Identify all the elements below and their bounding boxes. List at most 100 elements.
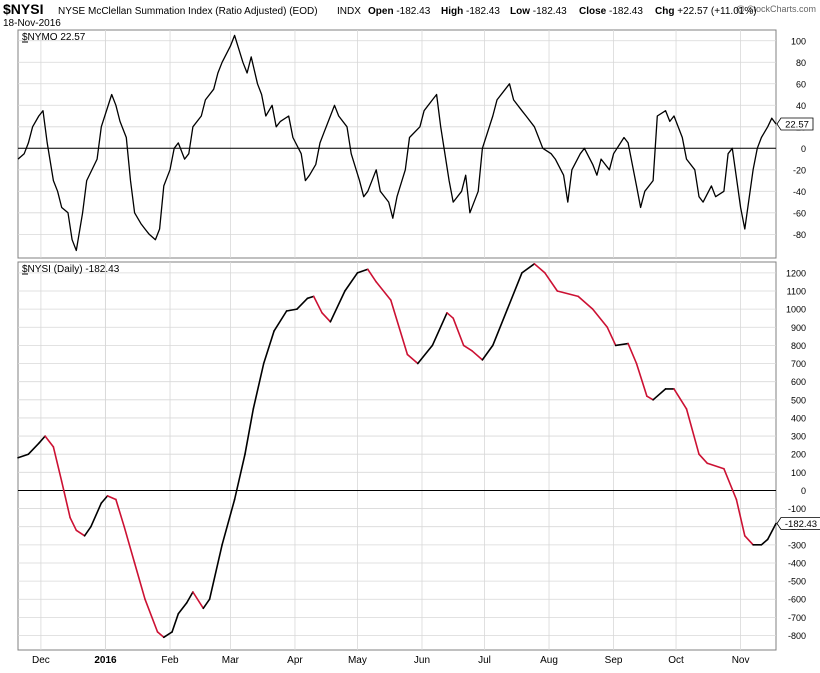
nysi-series-segment (187, 592, 193, 603)
symbol-title: $NYSI (3, 1, 43, 17)
nysi-series-segment (91, 503, 101, 527)
y-tick-label: 60 (796, 79, 806, 89)
y-tick-label: 300 (791, 432, 806, 442)
nysi-series-segment (39, 436, 45, 443)
nysi-series-segment (432, 313, 447, 346)
nysi-series-segment (647, 396, 653, 400)
y-tick-label: 1200 (786, 268, 806, 278)
nysi-series-segment (593, 309, 608, 327)
exchange-label: INDX (337, 6, 361, 17)
nysi-series-segment (522, 264, 535, 273)
nysi-series-segment (482, 345, 492, 360)
x-tick-label: Nov (732, 655, 750, 666)
nysi-series-segment (768, 524, 776, 540)
nysi-series-segment (724, 469, 737, 500)
nysi-series-segment (418, 345, 433, 363)
y-tick-label: -40 (793, 187, 806, 197)
y-tick-label: -400 (788, 558, 806, 568)
nysi-series-segment (18, 454, 28, 458)
nysi-series-segment (557, 291, 578, 296)
nysi-series-segment (158, 632, 164, 637)
nysi-series-segment (76, 530, 84, 536)
nysi-series-segment (45, 436, 53, 447)
nysi-series-segment (687, 409, 700, 454)
nysi-series-segment (210, 545, 223, 599)
nysi-series-segment (699, 454, 707, 463)
y-tick-label: 40 (796, 101, 806, 111)
nysi-series-segment (108, 496, 116, 500)
y-tick-label: -100 (788, 504, 806, 514)
nysi-series-segment (345, 273, 358, 291)
nysi-series-segment (172, 614, 178, 632)
x-tick-label: 2016 (94, 655, 117, 666)
y-tick-label: 80 (796, 58, 806, 68)
ohlc-readout: Open -182.43 High -182.43 Low -182.43 Close… (368, 6, 757, 17)
y-tick-label: 700 (791, 359, 806, 369)
y-tick-label: -80 (793, 230, 806, 240)
y-tick-label: -20 (793, 165, 806, 175)
nysi-series-segment (245, 409, 253, 454)
x-tick-label: Apr (287, 655, 303, 666)
nysi-series-segment (464, 345, 472, 350)
chart-date: 18-Nov-2016 (3, 18, 61, 29)
ohlc-item: Chg +22.57 (+11.01%) (655, 6, 757, 17)
nysi-series-segment (235, 454, 245, 499)
last-value-label: 22.57 (785, 120, 809, 131)
nysi-series-segment (314, 296, 322, 312)
nymo-legend: $NYMO 22.57 (22, 32, 86, 43)
nysi-series-segment (368, 269, 376, 282)
nysi-series-segment (116, 500, 124, 527)
y-tick-label: 600 (791, 377, 806, 387)
y-tick-label: 0 (801, 486, 806, 496)
nysi-series-segment (253, 364, 263, 409)
x-tick-label: Jun (414, 655, 430, 666)
nysi-series-segment (745, 536, 753, 545)
nysi-series-segment (447, 313, 453, 318)
nysi-legend: $NYSI (Daily) -182.43 (22, 264, 120, 275)
nysi-series-segment (637, 364, 647, 397)
nysi-series-segment (628, 344, 636, 364)
y-tick-label: 900 (791, 323, 806, 333)
nysi-series-segment (62, 481, 70, 517)
nysi-series-segment (274, 311, 287, 331)
y-tick-label: -600 (788, 595, 806, 605)
ohlc-item: Close -182.43 (579, 6, 643, 17)
y-tick-label: -60 (793, 208, 806, 218)
nysi-series-segment (607, 327, 615, 345)
nysi-series-segment (578, 296, 593, 309)
y-tick-label: 100 (791, 36, 806, 46)
nysi-series-segment (178, 603, 186, 614)
nysi-series-segment (330, 291, 345, 322)
y-tick-label: -800 (788, 631, 806, 641)
nysi-series-segment (101, 496, 107, 503)
y-tick-label: 1000 (786, 305, 806, 315)
nysi-series-segment (407, 355, 417, 364)
y-tick-label: 500 (791, 395, 806, 405)
nysi-series-segment (164, 632, 172, 637)
nysi-series-segment (653, 389, 666, 400)
ohlc-item: Low -182.43 (510, 6, 567, 17)
x-tick-label: Mar (222, 655, 240, 666)
y-tick-label: 800 (791, 341, 806, 351)
x-tick-label: Oct (668, 655, 684, 666)
nysi-series-segment (322, 313, 330, 322)
nysi-series-segment (545, 273, 557, 291)
nysi-series-segment (70, 518, 76, 531)
nysi-series-segment (761, 539, 767, 544)
ohlc-item: Open -182.43 (368, 6, 431, 17)
nysi-series-segment (85, 527, 91, 536)
y-tick-label: 200 (791, 450, 806, 460)
y-tick-label: 0 (801, 144, 806, 154)
y-tick-label: 1100 (787, 287, 806, 297)
ohlc-item: High -182.43 (441, 6, 500, 17)
nysi-series-segment (297, 298, 308, 309)
nysi-series-segment (534, 264, 545, 273)
nysi-series-segment (145, 599, 158, 632)
nysi-series-segment (264, 331, 274, 364)
nysi-panel: -800-700-600-500-400-300-200-10001002003… (18, 262, 820, 650)
nysi-series-segment (193, 592, 203, 608)
nysi-series-segment (308, 296, 314, 298)
